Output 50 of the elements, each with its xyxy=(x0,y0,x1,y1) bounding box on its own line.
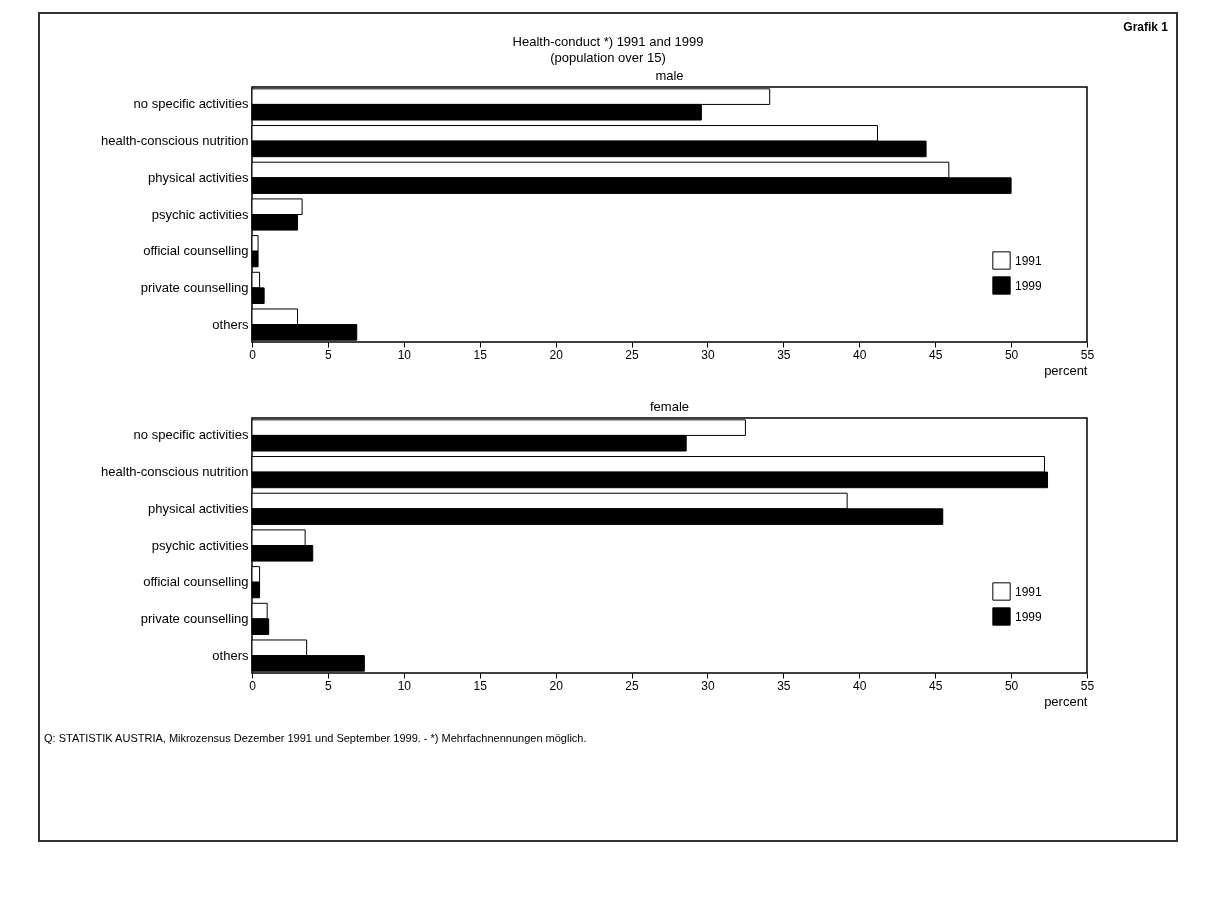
y-tick-label: physical activities xyxy=(148,500,249,516)
x-tick-label: 30 xyxy=(701,347,715,362)
x-tick-label: 50 xyxy=(1004,347,1019,362)
y-tick-label: private counselling xyxy=(140,279,249,295)
y-tick-label: physical activities xyxy=(148,169,249,185)
x-tick-label: 55 xyxy=(1080,678,1095,693)
y-tick-label: official counselling xyxy=(143,574,249,590)
x-tick-label: 35 xyxy=(777,347,791,362)
x-tick-label: 40 xyxy=(853,347,867,362)
x-tick-label: 25 xyxy=(625,347,640,362)
text: Q: STATISTIK AUSTRIA, Mikrozensus Dezember 1991 und September 1999. - *) Mehrfachnennungen möglich. xyxy=(43,731,588,744)
y-tick-label: private counselling xyxy=(140,610,249,626)
x-tick-label: 5 xyxy=(325,678,333,693)
y-tick-label: psychic activities xyxy=(151,206,249,222)
x-tick-label: 15 xyxy=(473,678,488,693)
x-tick-label: 50 xyxy=(1004,678,1019,693)
legend-label: 1991 xyxy=(1015,584,1043,599)
legend-label: 1999 xyxy=(1015,609,1043,624)
x-tick-label: 15 xyxy=(473,347,488,362)
y-tick-label: health-conscious nutrition xyxy=(101,464,249,480)
x-tick-label: 10 xyxy=(397,347,412,362)
x-tick-label: 35 xyxy=(777,678,791,693)
x-tick-label: 45 xyxy=(929,347,943,362)
y-tick-label: no specific activities xyxy=(133,427,249,443)
text: Grafik 1 xyxy=(1122,19,1169,34)
x-tick-label: 0 xyxy=(249,347,257,362)
text: Health-conduct *) 1991 and 1999 xyxy=(511,34,705,50)
x-axis-title: percent xyxy=(1044,693,1088,709)
x-tick-label: 55 xyxy=(1080,347,1095,362)
x-tick-label: 5 xyxy=(325,347,333,362)
y-tick-label: official counselling xyxy=(143,243,249,259)
x-tick-label: 30 xyxy=(701,678,715,693)
x-tick-label: 0 xyxy=(249,678,257,693)
y-tick-label: no specific activities xyxy=(133,96,249,112)
y-tick-label: health-conscious nutrition xyxy=(101,133,249,149)
y-tick-label: others xyxy=(212,316,249,332)
x-tick-label: 10 xyxy=(397,678,412,693)
x-tick-label: 25 xyxy=(625,678,640,693)
chart-title: female xyxy=(649,399,690,414)
x-tick-label: 20 xyxy=(549,678,564,693)
x-axis-title: percent xyxy=(1044,362,1088,378)
chart-title: male xyxy=(655,68,684,83)
x-tick-label: 40 xyxy=(853,678,867,693)
x-tick-label: 45 xyxy=(929,678,943,693)
x-tick-label: 20 xyxy=(549,347,564,362)
legend-label: 1991 xyxy=(1015,253,1043,268)
text: (population over 15) xyxy=(549,50,667,66)
y-tick-label: others xyxy=(212,647,249,663)
y-tick-label: psychic activities xyxy=(151,537,249,553)
legend-label: 1999 xyxy=(1015,278,1043,293)
